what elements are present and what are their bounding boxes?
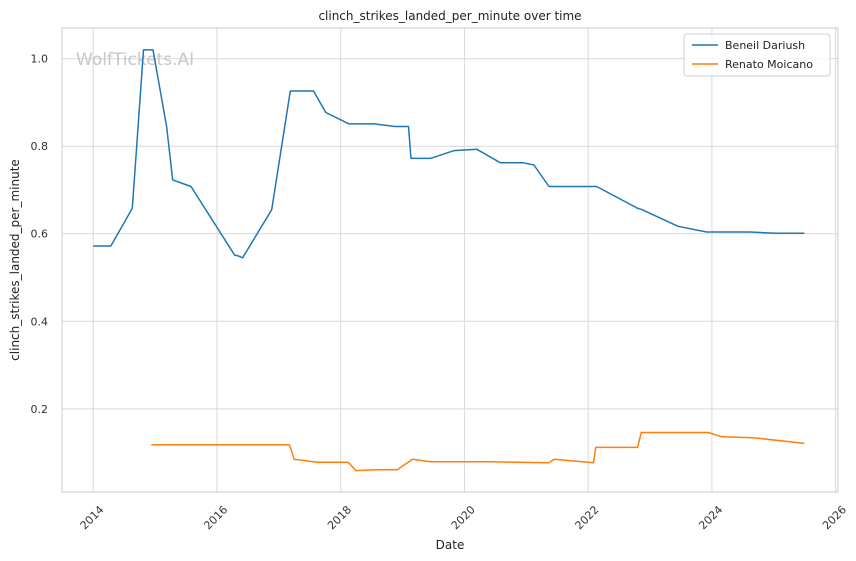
chart-title: clinch_strikes_landed_per_minute over ti…: [318, 9, 581, 23]
legend-box: [683, 33, 831, 77]
y-tick-label: 1.0: [31, 53, 49, 66]
legend: Beneil Dariush Renato Moicano: [683, 33, 831, 77]
y-axis-ticks: 0.2 0.4 0.6 0.8 1.0: [31, 53, 49, 416]
y-tick-label: 0.6: [31, 228, 49, 241]
series-line-renato-moicano: [151, 431, 805, 472]
grid: [62, 28, 838, 492]
series-line-beneil-dariush: [93, 49, 805, 259]
legend-label-renato-moicano: Renato Moicano: [725, 58, 813, 71]
y-axis-label: clinch_strikes_landed_per_minute: [8, 159, 22, 361]
plot-frame: [61, 27, 839, 493]
watermark: WolfTickets.AI: [76, 50, 194, 70]
x-axis-label: Date: [436, 538, 465, 552]
y-tick-label: 0.4: [31, 315, 49, 328]
series-lines: [93, 49, 805, 472]
y-tick-label: 0.8: [31, 140, 49, 153]
legend-label-beneil-dariush: Beneil Dariush: [725, 39, 805, 52]
y-tick-label: 0.2: [31, 403, 49, 416]
